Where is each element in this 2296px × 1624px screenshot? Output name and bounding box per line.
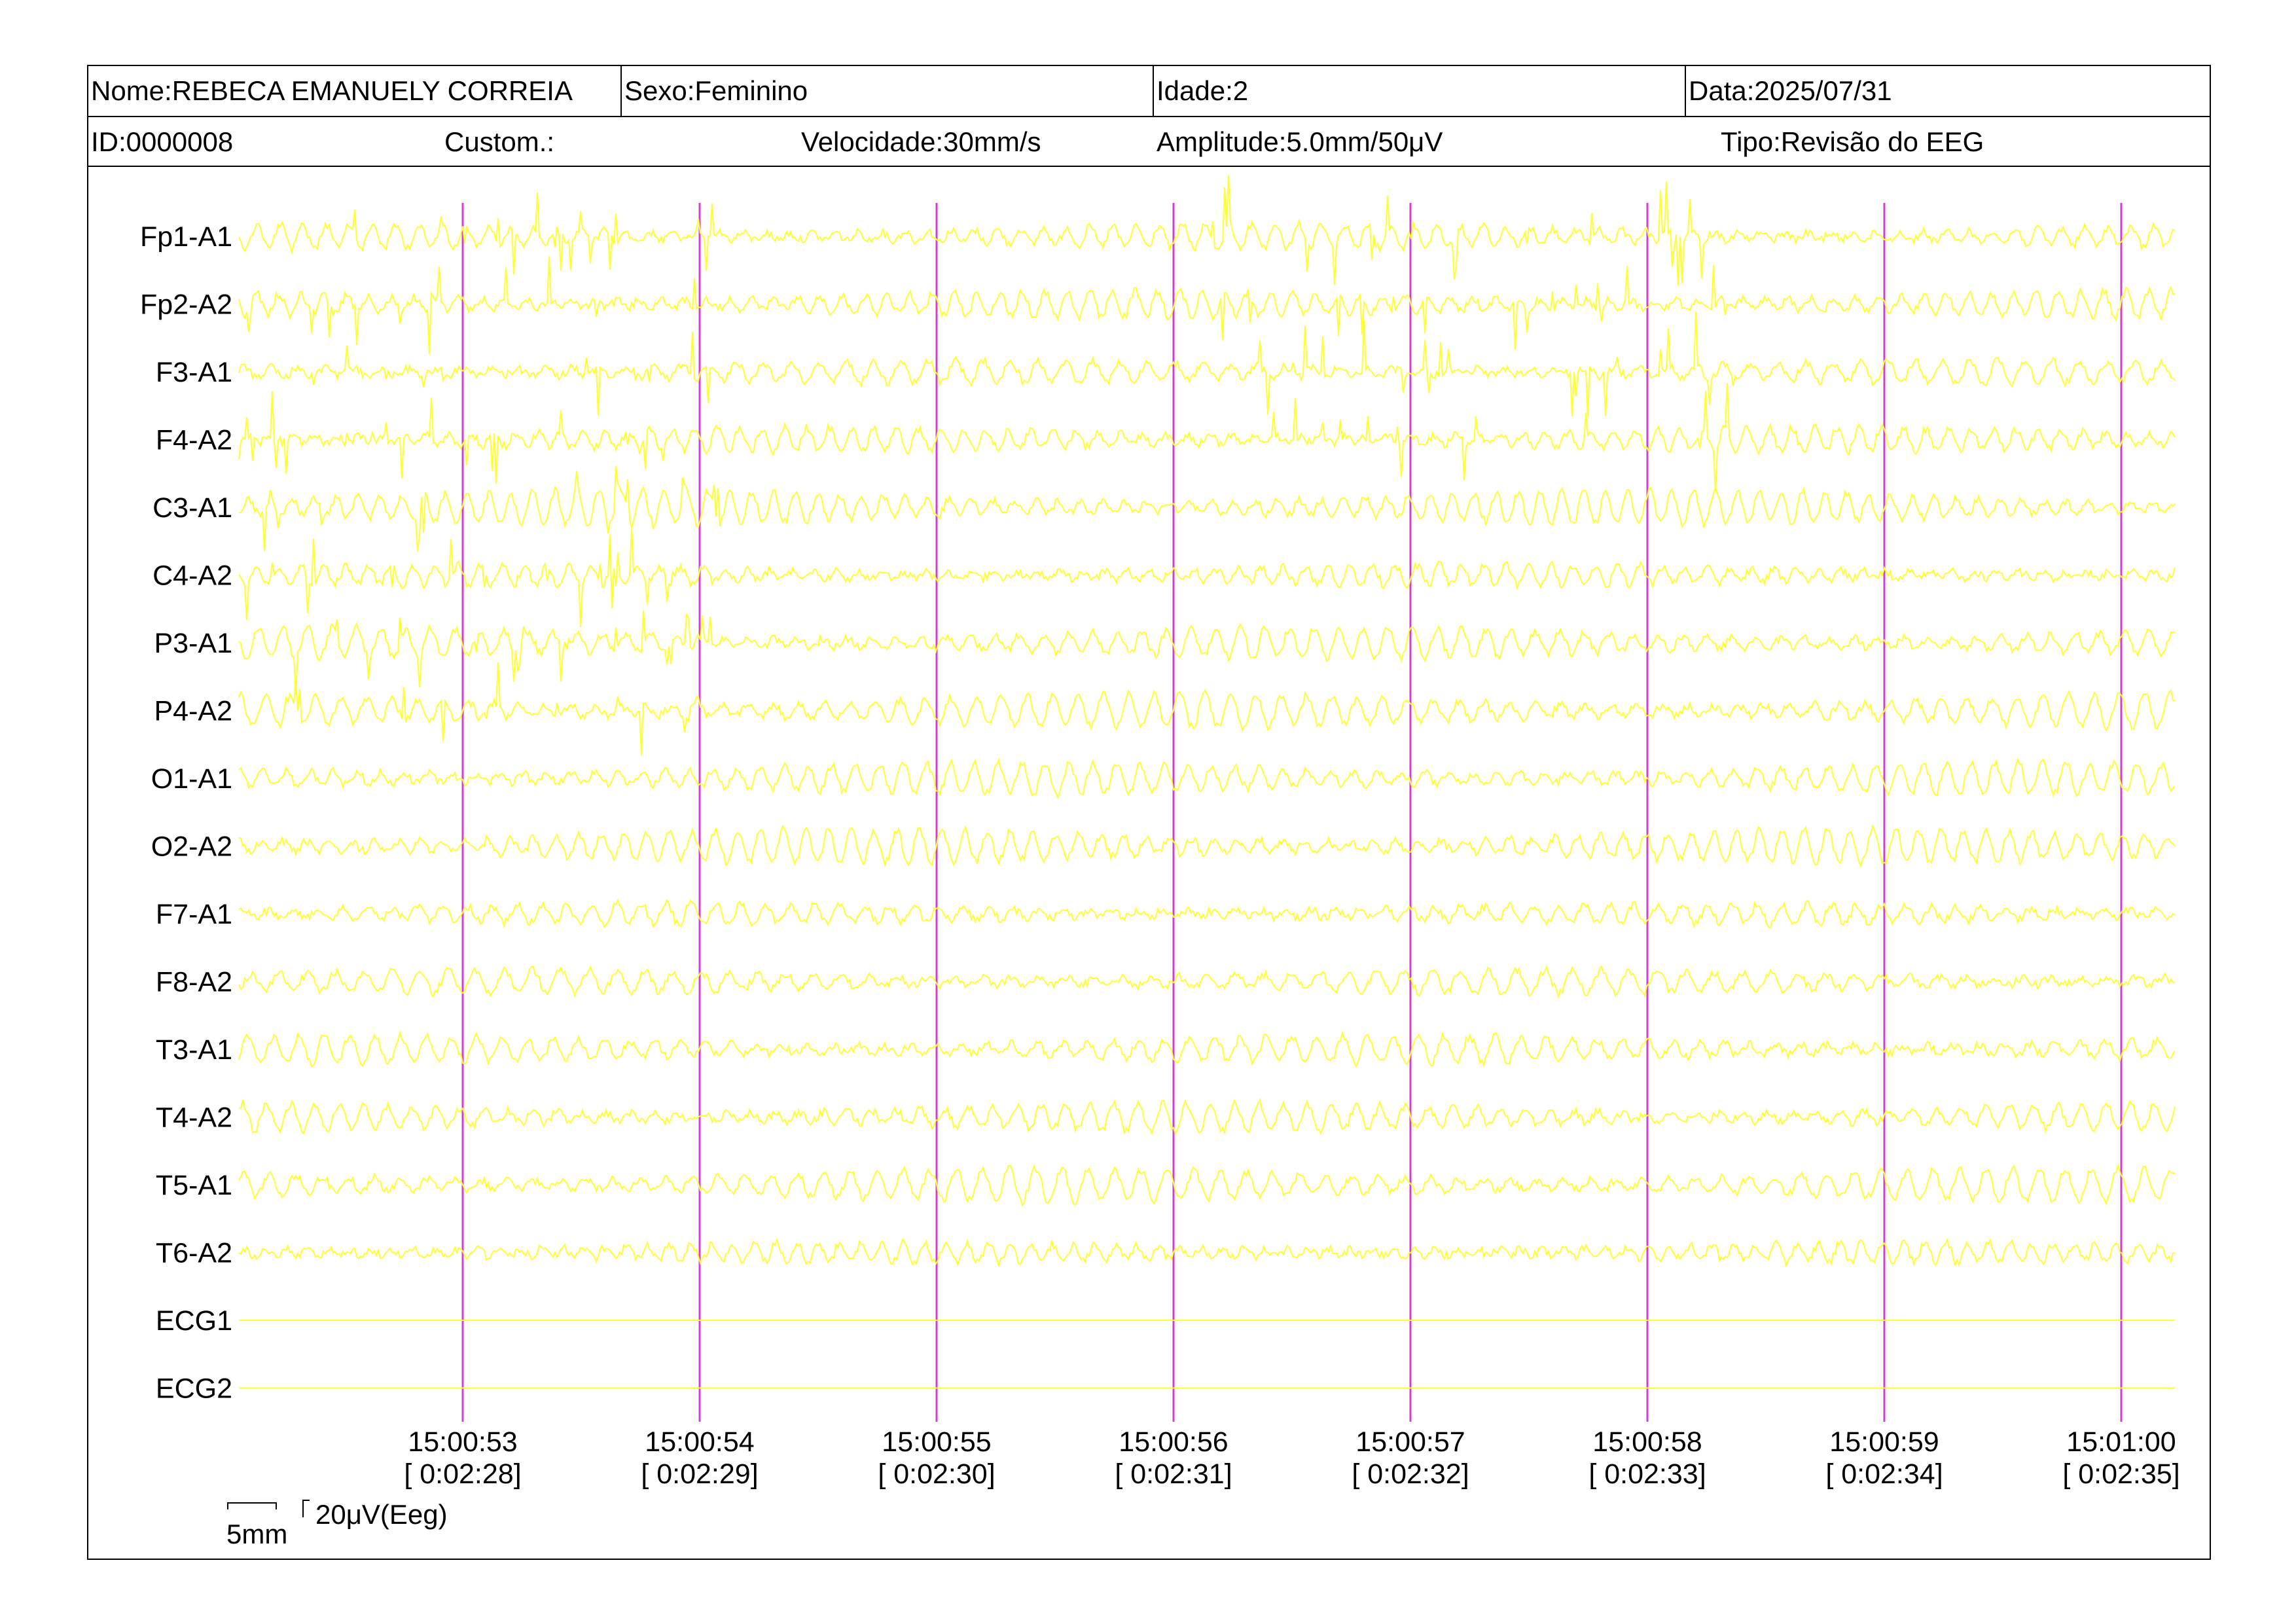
time-elapsed-label: [ 0:02:34] — [1825, 1458, 1943, 1490]
trace-O1-A1 — [238, 757, 2176, 799]
patient-sex: Sexo:Feminino — [622, 66, 1154, 116]
amplitude-setting: Amplitude:5.0mm/50μV — [1157, 126, 1443, 157]
channel-label: F8-A2 — [156, 967, 232, 998]
trace-Fp2-A2 — [238, 256, 2176, 355]
channel-label: T3-A1 — [156, 1034, 232, 1066]
time-clock-label: 15:00:58 — [1592, 1426, 1702, 1458]
trace-F8-A2 — [238, 964, 2175, 1000]
eeg-traces — [238, 175, 2176, 1389]
custom-field: Custom.: — [444, 126, 555, 157]
trace-C3-A1 — [238, 465, 2176, 552]
channel-label: ECG1 — [156, 1305, 232, 1337]
trace-T3-A1 — [238, 1030, 2176, 1068]
time-clock-label: 15:00:55 — [882, 1426, 991, 1458]
channel-label: O1-A1 — [151, 763, 232, 795]
channel-label: T4-A2 — [156, 1102, 232, 1134]
trace-C4-A2 — [238, 528, 2176, 628]
time-clock-label: 15:00:54 — [645, 1426, 754, 1458]
amp-bracket-icon — [302, 1500, 310, 1517]
scale-time: 5mm — [226, 1519, 288, 1549]
time-clock-label: 15:00:56 — [1119, 1426, 1228, 1458]
trace-F7-A1 — [238, 898, 2176, 929]
time-clock-label: 15:00:53 — [408, 1426, 517, 1458]
time-elapsed-label: [ 0:02:31] — [1115, 1458, 1232, 1490]
header-row-settings: ID:0000008 Custom.: Velocidade:30mm/s Am… — [88, 117, 2210, 167]
trace-P3-A1 — [238, 610, 2176, 696]
channel-label: O2-A2 — [151, 831, 232, 863]
trace-T5-A1 — [238, 1163, 2176, 1206]
exam-date: Data:2025/07/31 — [1689, 75, 1892, 106]
channel-label: T6-A2 — [156, 1238, 232, 1269]
header-row-patient: Nome:REBECA EMANUELY CORREIA Sexo:Femini… — [88, 66, 2210, 117]
trace-F4-A2 — [238, 383, 2176, 492]
time-clock-label: 15:00:57 — [1355, 1426, 1465, 1458]
review-type: Tipo:Revisão do EEG — [1721, 126, 1984, 157]
channel-label: T5-A1 — [156, 1170, 232, 1201]
time-clock-label: 15:00:59 — [1829, 1426, 1939, 1458]
time-labels: 15:00:53[ 0:02:28] 15:00:54[ 0:02:29] 15:0… — [404, 1426, 2179, 1490]
patient-name: Nome:REBECA EMANUELY CORREIA — [88, 66, 622, 116]
trace-F3-A1 — [238, 311, 2176, 418]
channel-label: ECG2 — [156, 1373, 232, 1405]
trace-P4-A2 — [238, 662, 2176, 755]
trace-T6-A2 — [238, 1237, 2176, 1268]
time-elapsed-label: [ 0:02:28] — [404, 1458, 521, 1490]
time-elapsed-label: [ 0:02:29] — [641, 1458, 758, 1490]
channel-label: C4-A2 — [152, 560, 232, 592]
patient-age: Idade:2 — [1154, 66, 1686, 116]
patient-id: ID:0000008 — [91, 126, 234, 157]
channel-labels: Fp1-A1 Fp2-A2 F3-A1 F4-A2 C3-A1 C4-A2 P3-A1 P4-… — [140, 221, 232, 1405]
time-clock-label: 15:01:00 — [2066, 1426, 2176, 1458]
time-elapsed-label: [ 0:02:32] — [1352, 1458, 1469, 1490]
eeg-report-sheet: Nome:REBECA EMANUELY CORREIA Sexo:Femini… — [87, 65, 2211, 1560]
time-elapsed-label: [ 0:02:30] — [878, 1458, 995, 1490]
channel-label: P4-A2 — [154, 696, 232, 727]
second-markers — [461, 203, 2123, 1422]
speed-setting: Velocidade:30mm/s — [801, 126, 1041, 157]
channel-label: F7-A1 — [156, 899, 232, 930]
channel-label: C3-A1 — [152, 492, 232, 524]
trace-O2-A2 — [238, 823, 2176, 869]
scale-amplitude: 20μV(Eeg) — [315, 1499, 448, 1530]
time-elapsed-label: [ 0:02:35] — [2062, 1458, 2179, 1490]
trace-Fp1-A1 — [238, 175, 2176, 286]
trace-T4-A2 — [238, 1098, 2176, 1136]
channel-label: P3-A1 — [154, 628, 232, 659]
channel-label: Fp2-A2 — [140, 289, 232, 321]
channel-label: Fp1-A1 — [140, 221, 232, 253]
channel-label: F3-A1 — [156, 357, 232, 388]
time-elapsed-label: [ 0:02:33] — [1588, 1458, 1706, 1490]
channel-label: F4-A2 — [156, 425, 232, 456]
scale-bracket-icon — [227, 1502, 277, 1509]
